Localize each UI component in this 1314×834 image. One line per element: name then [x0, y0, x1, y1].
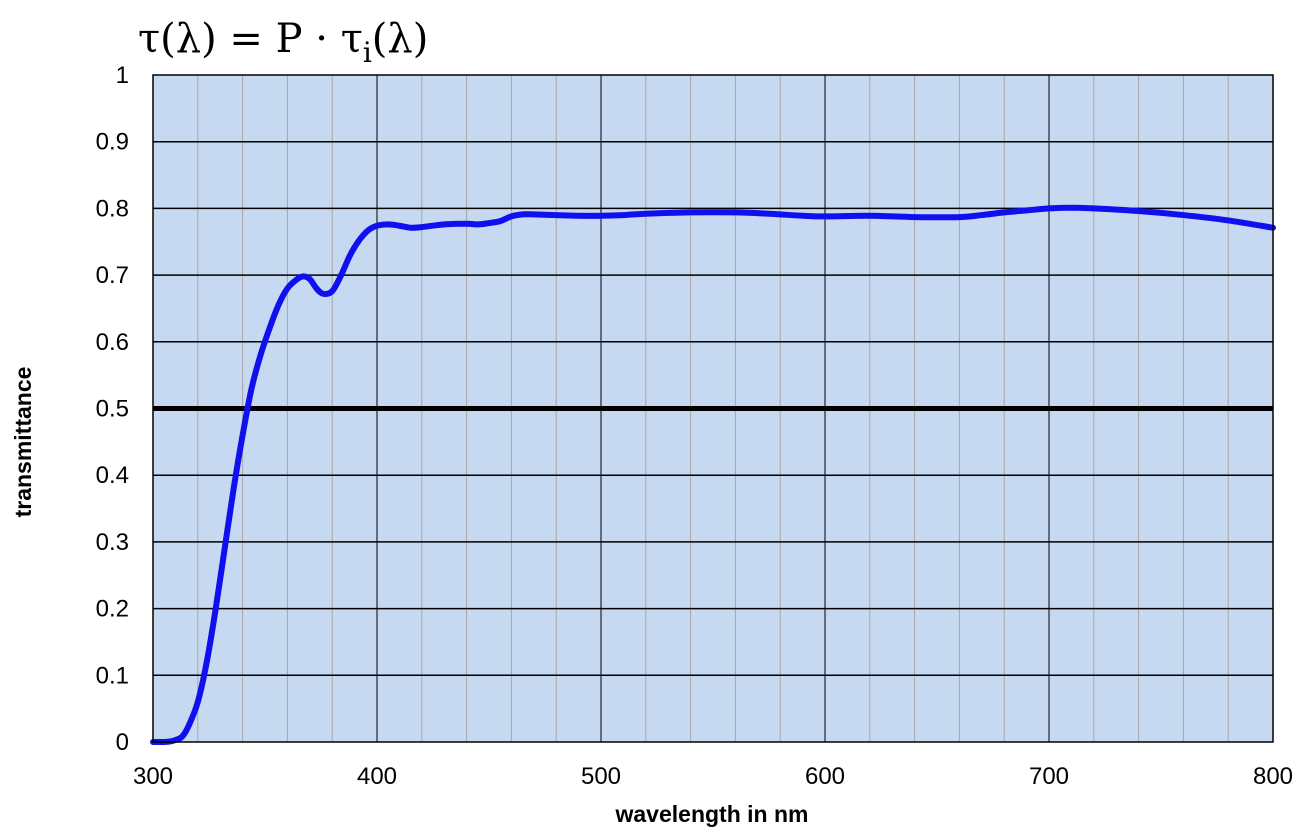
y-tick-label: 1: [116, 62, 129, 89]
y-tick-label: 0.3: [96, 529, 129, 556]
y-tick-label: 0.9: [96, 129, 129, 156]
x-tick-labels: 300 400 500 600 700 800: [133, 763, 1293, 790]
transmittance-series-line: [150, 204, 1276, 746]
y-tick-labels: 0 0.1 0.2 0.3 0.4 0.5 0.6 0.7 0.8 0.9 1: [96, 62, 129, 756]
series-group: [150, 204, 1276, 746]
x-tick-label: 600: [805, 763, 845, 790]
plot-border: [152, 74, 1274, 743]
y-tick-label: 0.7: [96, 262, 129, 289]
x-axis-title: wavelength in nm: [615, 801, 809, 827]
y-tick-label: 0.6: [96, 329, 129, 356]
x-tick-label: 800: [1253, 763, 1293, 790]
y-tick-label: 0.5: [96, 396, 129, 423]
y-tick-label: 0: [116, 729, 129, 756]
x-tick-label: 500: [581, 763, 621, 790]
x-tick-label: 300: [133, 763, 173, 790]
x-tick-label: 700: [1029, 763, 1069, 790]
y-tick-label: 0.8: [96, 195, 129, 222]
y-tick-label: 0.2: [96, 596, 129, 623]
x-tick-label: 400: [357, 763, 397, 790]
y-axis-title: transmittance: [10, 367, 36, 518]
chart-title: τ(λ) = P · τi(λ): [138, 16, 428, 69]
y-tick-label: 0.4: [96, 462, 129, 489]
chart-title-tail: (λ): [372, 16, 429, 62]
chart-title-main: τ(λ) = P · τ: [138, 16, 363, 62]
chart-title-subscript: i: [363, 36, 372, 69]
y-tick-label: 0.1: [96, 662, 129, 689]
